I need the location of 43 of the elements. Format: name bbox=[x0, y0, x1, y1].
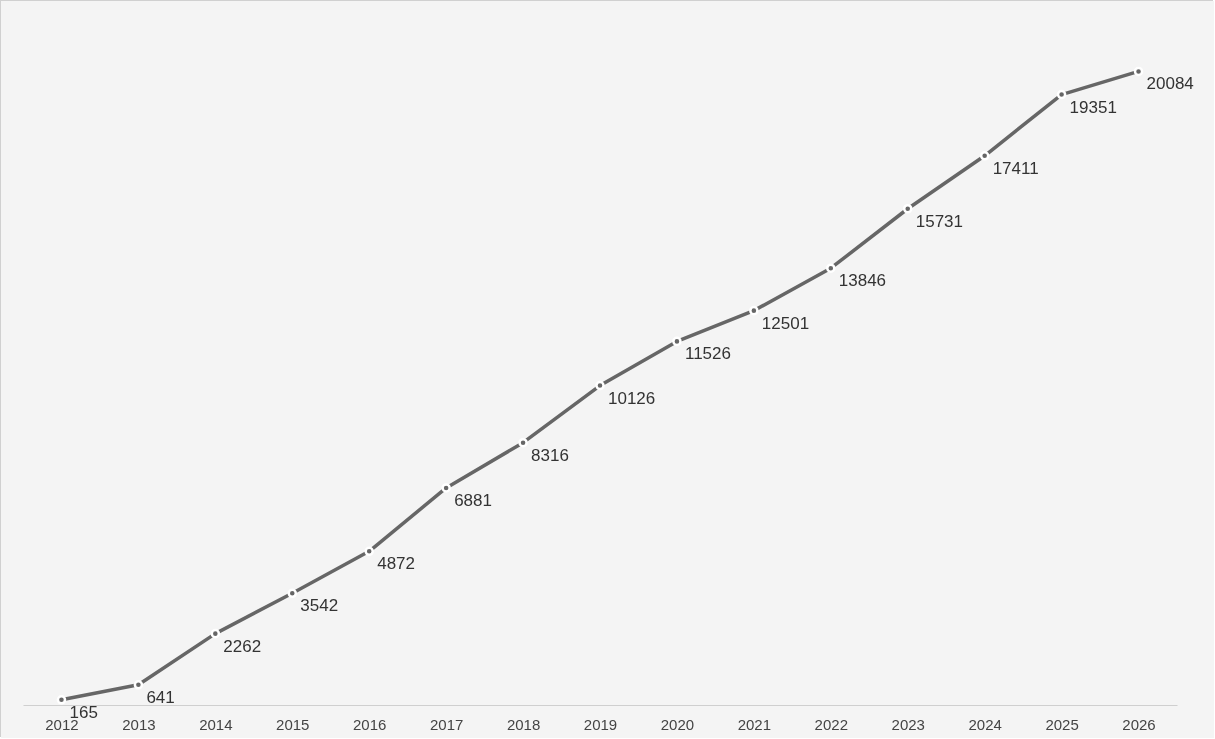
point bbox=[210, 628, 221, 639]
point bbox=[902, 203, 913, 214]
point bbox=[826, 263, 836, 273]
data-label: 3542 bbox=[300, 596, 339, 616]
point bbox=[749, 305, 759, 316]
x-tick-label: 2025 bbox=[1045, 715, 1079, 733]
point bbox=[441, 483, 451, 493]
x-tick-label: 2019 bbox=[583, 715, 618, 733]
x-tick-label: 2021 bbox=[737, 715, 772, 733]
data-label: 15731 bbox=[915, 211, 964, 231]
data-label: 19351 bbox=[1069, 97, 1117, 117]
point bbox=[364, 546, 374, 557]
x-tick-label: 2018 bbox=[506, 715, 541, 733]
x-tick-label: 2026 bbox=[1122, 715, 1156, 733]
data-label: 6881 bbox=[454, 490, 492, 510]
point bbox=[287, 588, 298, 599]
x-tick-label: 2016 bbox=[353, 715, 387, 733]
x-tick-label: 2024 bbox=[968, 715, 1002, 733]
point bbox=[979, 150, 990, 161]
x-tick-label: 2014 bbox=[199, 715, 233, 733]
point bbox=[56, 695, 67, 705]
x-tick-label: 2023 bbox=[891, 715, 925, 733]
data-label: 17411 bbox=[992, 158, 1039, 178]
point bbox=[595, 380, 605, 391]
point bbox=[518, 437, 528, 448]
data-label: 641 bbox=[146, 687, 175, 707]
x-tick-label: 2017 bbox=[429, 715, 464, 733]
data-label: 2262 bbox=[223, 636, 262, 656]
data-label: 12501 bbox=[761, 313, 810, 333]
point bbox=[672, 336, 682, 347]
x-tick-label: 2020 bbox=[660, 715, 695, 733]
x-tick-label: 2022 bbox=[814, 715, 848, 733]
x-tick-label: 2013 bbox=[122, 715, 156, 733]
point bbox=[1056, 89, 1067, 100]
data-label: 10126 bbox=[608, 388, 656, 408]
point bbox=[133, 680, 144, 690]
data-label: 8316 bbox=[531, 445, 569, 465]
data-label: 20084 bbox=[1146, 74, 1194, 94]
point bbox=[1133, 66, 1144, 77]
data-label: 13846 bbox=[838, 271, 887, 291]
data-label: 11526 bbox=[684, 344, 731, 364]
data-label: 4872 bbox=[377, 554, 416, 574]
x-tick-label: 2015 bbox=[276, 715, 310, 733]
